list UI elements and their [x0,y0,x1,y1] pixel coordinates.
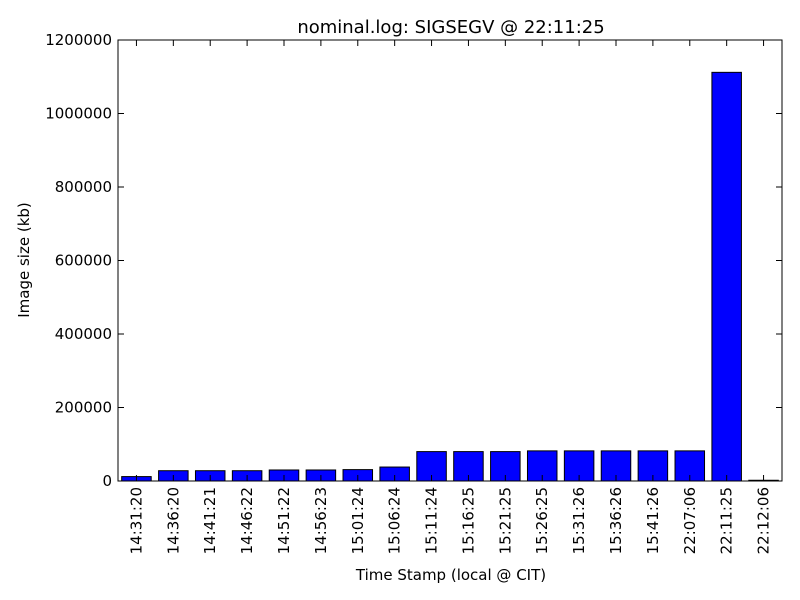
x-tick-label: 15:36:26 [607,487,625,554]
y-axis-label: Image size (kb) [15,202,33,318]
x-tick-label: 15:21:25 [496,487,514,554]
y-tick-label: 1000000 [45,105,112,123]
plot-frame [117,39,783,482]
x-tick-label: 22:07:06 [681,487,699,554]
x-tick-label: 22:11:25 [718,487,736,554]
x-tick-label: 15:16:25 [459,487,477,554]
y-tick-label: 600000 [55,252,112,270]
y-tick-label: 400000 [55,325,112,343]
bars-group [121,71,779,482]
x-tick-label: 14:51:22 [275,487,293,554]
x-axis-ticks: 14:31:20 14:36:20 14:41:21 14:46:22 14:51:22… [127,40,773,554]
y-tick-label: 0 [102,472,112,490]
x-tick-label: 14:31:20 [127,487,145,554]
x-tick-label: 15:06:24 [386,487,404,554]
x-axis-label: Time Stamp (local @ CIT) [355,566,546,584]
bar-22-11-25 [711,71,742,482]
x-tick-label: 14:56:23 [312,487,330,554]
y-tick-label: 800000 [55,178,112,196]
y-tick-label: 200000 [55,399,112,417]
x-tick-label: 15:26:25 [533,487,551,554]
x-tick-label: 14:46:22 [238,487,256,554]
x-tick-label: 15:31:26 [570,487,588,554]
x-tick-label: 15:01:24 [349,487,367,554]
x-tick-label: 14:36:20 [164,487,182,554]
x-tick-label: 22:12:06 [755,487,773,554]
x-tick-label: 14:41:21 [201,487,219,554]
y-axis-ticks: 0 200000 400000 600000 800000 1000000 1200000 [45,31,782,490]
x-tick-label: 15:11:24 [423,487,441,554]
x-tick-label: 15:41:26 [644,487,662,554]
y-tick-label: 1200000 [45,31,112,49]
chart-title: nominal.log: SIGSEGV @ 22:11:25 [297,17,604,38]
